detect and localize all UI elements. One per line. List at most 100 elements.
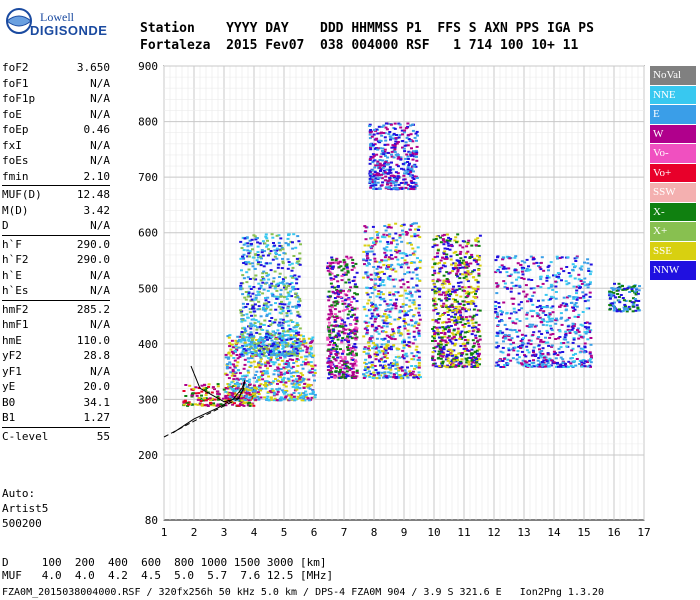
param-name: foEs — [2, 154, 29, 167]
echo-point — [371, 347, 375, 350]
echo-point — [371, 315, 375, 318]
echo-point — [457, 316, 461, 318]
echo-point — [287, 324, 291, 327]
echo-point — [274, 331, 278, 334]
echo-point — [546, 331, 549, 334]
echo-point — [375, 337, 379, 340]
param-separator — [2, 426, 110, 428]
echo-point — [330, 304, 334, 307]
echo-point — [203, 404, 207, 407]
echo-point — [396, 258, 400, 261]
echo-point — [334, 259, 338, 262]
echo-point — [574, 302, 578, 304]
echo-point — [237, 346, 241, 349]
echo-point — [618, 285, 622, 288]
echo-point — [586, 286, 590, 289]
echo-point — [259, 279, 263, 282]
echo-point — [326, 336, 330, 339]
echo-point — [283, 303, 287, 306]
echo-point — [327, 313, 331, 316]
echo-point — [367, 370, 371, 373]
echo-point — [572, 285, 576, 288]
param-row: foE N/A — [2, 107, 110, 123]
echo-point — [304, 341, 308, 344]
echo-point — [447, 329, 451, 331]
echo-point — [297, 275, 301, 278]
echo-point — [248, 278, 252, 280]
echo-point — [394, 256, 398, 259]
echo-point — [393, 359, 396, 362]
echo-point — [417, 374, 421, 376]
echo-point — [268, 365, 272, 367]
echo-point — [512, 341, 515, 344]
echo-point — [540, 356, 544, 359]
echo-point — [464, 275, 468, 278]
echo-point — [390, 337, 394, 340]
echo-point — [262, 304, 266, 307]
echo-point — [341, 309, 345, 312]
echo-point — [343, 323, 347, 326]
echo-point — [464, 292, 468, 295]
echo-point — [364, 271, 368, 274]
echo-point — [579, 280, 583, 282]
echo-point — [455, 364, 458, 367]
echo-point — [242, 249, 246, 252]
echo-point — [265, 262, 269, 265]
echo-point — [433, 340, 437, 342]
echo-point — [363, 361, 367, 364]
echo-point — [240, 351, 244, 354]
echo-point — [336, 274, 340, 277]
param-row: C-level 55 — [2, 429, 110, 445]
echo-point — [192, 387, 196, 390]
echo-point — [405, 231, 409, 234]
echo-point — [441, 326, 445, 329]
echo-point — [438, 293, 442, 296]
echo-point — [280, 389, 284, 392]
echo-point — [565, 345, 569, 348]
echo-point — [471, 326, 474, 329]
echo-point — [372, 242, 376, 244]
echo-point — [506, 274, 510, 277]
echo-point — [401, 278, 405, 281]
echo-point — [347, 341, 350, 344]
echo-point — [521, 268, 524, 271]
echo-point — [182, 390, 186, 392]
echo-point — [295, 370, 299, 373]
echo-point — [245, 380, 249, 382]
echo-point — [444, 344, 448, 347]
echo-point — [382, 169, 386, 172]
echo-point — [628, 291, 632, 293]
echo-point — [449, 340, 453, 343]
echo-point — [631, 303, 635, 306]
echo-point — [384, 254, 388, 257]
echo-point — [258, 349, 262, 352]
echo-point — [266, 244, 270, 247]
echo-point — [398, 367, 402, 370]
echo-point — [337, 330, 341, 333]
echo-point — [368, 356, 371, 359]
echo-point — [279, 289, 283, 292]
echo-point — [438, 326, 442, 329]
echo-point — [329, 309, 333, 312]
echo-point — [328, 273, 332, 276]
echo-point — [285, 314, 289, 317]
echo-point — [337, 372, 341, 375]
echo-point — [278, 244, 282, 247]
echo-point — [404, 186, 408, 189]
echo-point — [282, 362, 286, 365]
echo-point — [326, 365, 330, 368]
echo-point — [346, 353, 350, 356]
echo-point — [531, 323, 535, 326]
echo-point — [389, 372, 393, 375]
echo-point — [340, 279, 344, 282]
echo-point — [434, 326, 438, 329]
echo-point — [342, 375, 346, 377]
echo-point — [456, 327, 460, 330]
echo-point — [382, 132, 386, 134]
echo-point — [466, 280, 470, 283]
param-separator — [2, 299, 110, 301]
echo-point — [298, 263, 302, 266]
echo-point — [406, 332, 410, 335]
echo-point — [456, 281, 460, 284]
echo-point — [617, 282, 621, 285]
